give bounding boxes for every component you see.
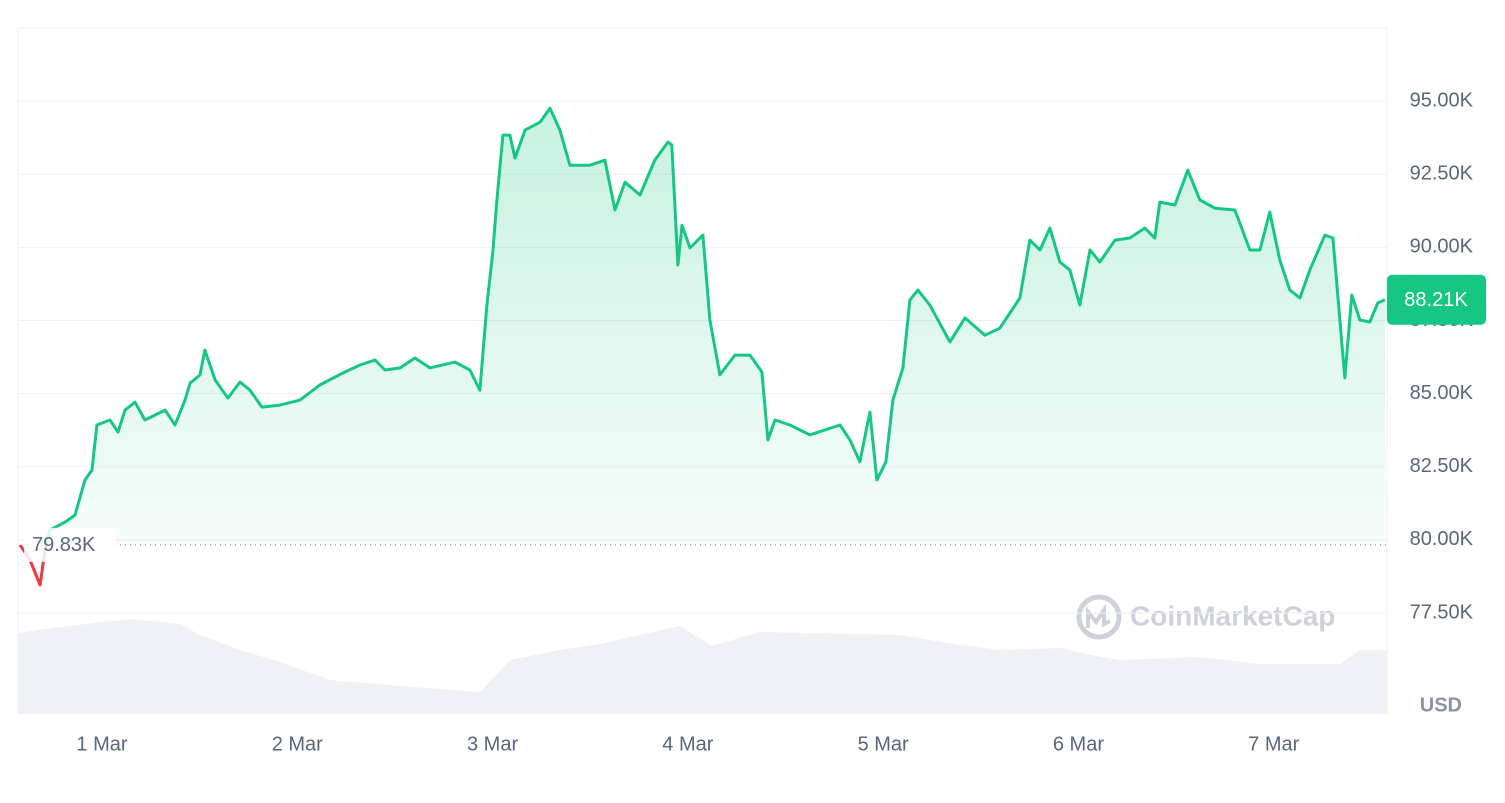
- x-tick-label: 4 Mar: [662, 733, 713, 755]
- y-tick-label: 82.50K: [1410, 455, 1474, 477]
- y-tick-label: 95.00K: [1410, 89, 1474, 111]
- y-tick-label: 90.00K: [1410, 236, 1474, 258]
- x-tick-label: 6 Mar: [1053, 733, 1104, 755]
- y-tick-label: 80.00K: [1410, 528, 1474, 550]
- y-tick-label: 92.50K: [1410, 163, 1474, 185]
- y-tick-label: 77.50K: [1410, 601, 1474, 623]
- currency-label: USD: [1420, 694, 1462, 716]
- watermark-logo: [1076, 594, 1122, 640]
- current-price-label: 88.21K: [1404, 289, 1468, 311]
- baseline-label-bg: [24, 527, 116, 562]
- watermark-text: CoinMarketCap: [1130, 600, 1335, 631]
- baseline-label: 79.83K: [32, 534, 96, 556]
- x-tick-label: 5 Mar: [858, 733, 909, 755]
- volume-area: [18, 619, 1387, 714]
- x-tick-label: 3 Mar: [467, 733, 518, 755]
- price-line: [18, 106, 1386, 587]
- y-tick-label: 85.00K: [1410, 382, 1474, 404]
- watermark-logo: [1086, 603, 1111, 628]
- price-area: [20, 108, 1385, 585]
- current-price-tag: [1387, 274, 1486, 325]
- x-tick-label: 2 Mar: [272, 733, 323, 755]
- x-tick-label: 1 Mar: [76, 733, 127, 755]
- x-tick-label: 7 Mar: [1248, 733, 1299, 755]
- watermark: CoinMarketCap: [1076, 594, 1335, 640]
